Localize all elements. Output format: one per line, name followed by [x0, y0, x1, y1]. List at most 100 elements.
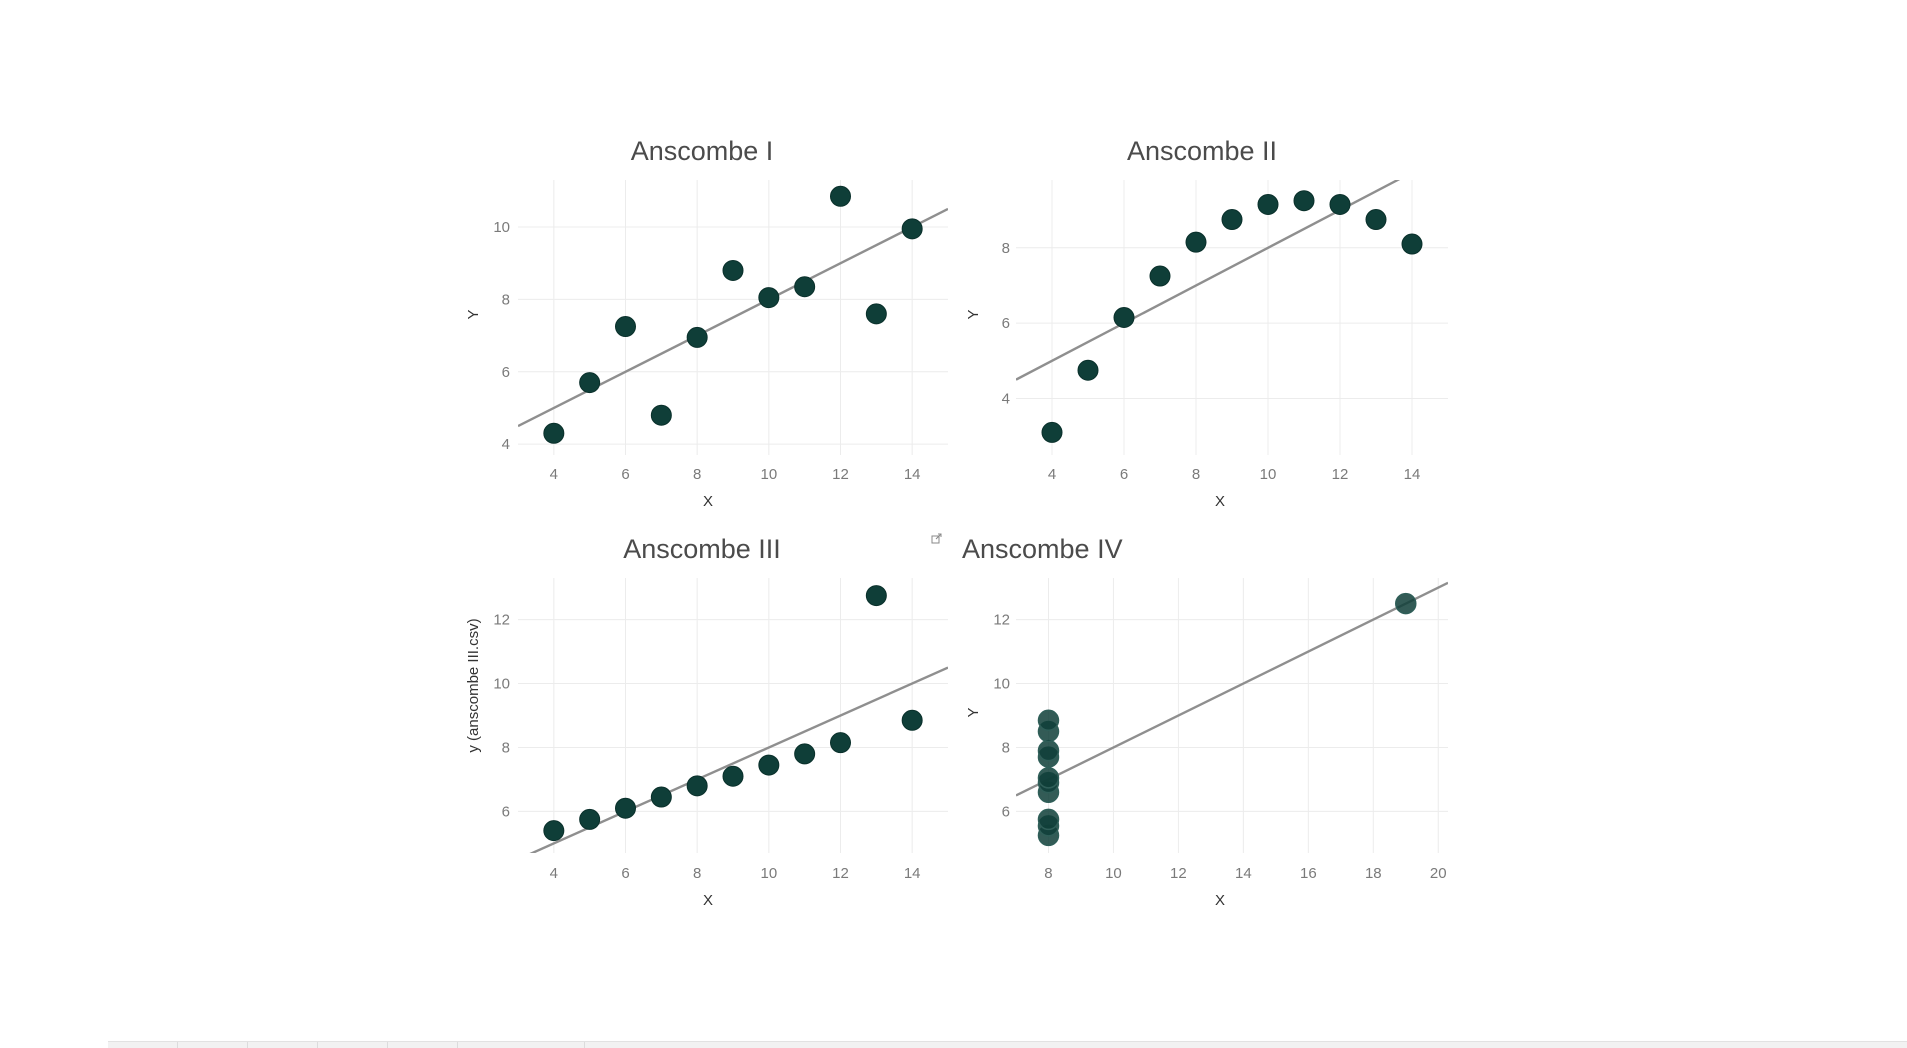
data-point	[579, 808, 601, 830]
x-tick-label: 20	[1430, 865, 1447, 882]
x-tick-label: 8	[1044, 865, 1052, 882]
chart-panel-4: 8 10 12 14 16 18 20 6 8 10 12 X Y Anscombe IV	[962, 534, 1448, 909]
x-tick-label: 4	[550, 466, 558, 483]
data-point	[1037, 767, 1060, 789]
x-tick-label: 10	[760, 865, 777, 882]
chart-panel-1: 4 6 8 10 12 14 4 6 8 10 X Y Anscombe I	[465, 136, 948, 510]
trend-line	[1016, 581, 1448, 797]
y-tick-label: 10	[993, 676, 1010, 693]
trend-line	[529, 666, 948, 853]
x-tick-label: 14	[904, 865, 921, 882]
y-axis-label: Y	[965, 309, 982, 319]
data-point	[615, 316, 636, 338]
y-tick-label: 10	[493, 676, 510, 693]
chart-title: Anscombe III	[623, 534, 781, 564]
y-tick-label: 8	[502, 291, 510, 308]
y-tick-label: 8	[502, 739, 510, 756]
x-axis-label: X	[703, 493, 713, 510]
chart-title: Anscombe IV	[962, 534, 1123, 564]
data-point	[1293, 190, 1315, 212]
x-tick-label: 8	[693, 865, 701, 882]
data-point	[579, 372, 601, 394]
y-tick-label: 10	[493, 219, 510, 236]
x-tick-label: 10	[760, 466, 777, 483]
y-tick-label: 12	[493, 612, 510, 629]
external-link-icon-arrow	[935, 533, 942, 540]
data-point	[1257, 193, 1279, 215]
data-point	[1037, 739, 1060, 762]
external-link-icon[interactable]	[931, 533, 942, 544]
data-point	[650, 404, 672, 426]
data-point	[1395, 592, 1417, 615]
y-tick-label: 12	[993, 612, 1010, 629]
data-point	[1329, 193, 1351, 215]
x-tick-label: 6	[1120, 466, 1128, 483]
data-point	[1077, 359, 1099, 381]
data-point	[1365, 209, 1387, 231]
x-tick-label: 14	[1404, 466, 1421, 483]
data-point	[1185, 231, 1207, 253]
data-point	[615, 797, 636, 819]
data-point	[1041, 421, 1063, 443]
data-point	[1037, 709, 1060, 732]
x-tick-label: 18	[1365, 865, 1382, 882]
data-point	[1221, 209, 1243, 231]
y-tick-label: 8	[1002, 739, 1010, 756]
x-tick-label: 4	[550, 865, 558, 882]
y-axis-label: y (anscombe III.csv)	[465, 618, 482, 752]
x-tick-label: 10	[1260, 466, 1277, 483]
data-point	[543, 422, 565, 444]
x-tick-label: 14	[1235, 865, 1252, 882]
data-point	[830, 185, 851, 207]
chart-title: Anscombe I	[631, 136, 774, 166]
external-link-icon-box	[931, 535, 940, 544]
x-tick-label: 16	[1300, 865, 1317, 882]
data-point	[686, 775, 708, 797]
data-point	[901, 709, 923, 731]
x-tick-label: 6	[621, 466, 629, 483]
data-point	[686, 326, 708, 348]
x-tick-label: 6	[621, 865, 629, 882]
y-tick-label: 6	[1002, 315, 1010, 332]
y-tick-label: 6	[502, 364, 510, 381]
data-point	[794, 743, 816, 765]
data-point	[865, 585, 887, 607]
y-tick-label: 8	[1002, 240, 1010, 257]
x-tick-label: 8	[693, 466, 701, 483]
sheet-tab-bar[interactable]	[108, 1041, 1907, 1048]
y-axis-label: Y	[965, 707, 982, 717]
trend-line	[1016, 180, 1401, 381]
data-point	[794, 276, 816, 298]
x-tick-label: 4	[1048, 466, 1056, 483]
data-point	[1149, 265, 1171, 287]
data-point	[543, 820, 565, 842]
x-tick-label: 14	[904, 466, 921, 483]
y-tick-label: 4	[502, 436, 510, 453]
data-point	[650, 786, 672, 808]
x-tick-label: 12	[832, 466, 849, 483]
x-tick-label: 12	[832, 865, 849, 882]
data-point	[722, 765, 744, 787]
x-tick-label: 10	[1105, 865, 1122, 882]
data-point	[830, 732, 851, 754]
data-point	[758, 287, 780, 309]
data-point	[1037, 808, 1060, 831]
x-axis-label: X	[1215, 493, 1225, 510]
chart-panel-3: 4 6 8 10 12 14 6 8 10 12 Xy (anscombe III.csv) Ansc…	[465, 534, 948, 909]
data-point	[901, 218, 923, 240]
y-tick-label: 6	[1002, 803, 1010, 820]
y-tick-label: 4	[1002, 390, 1010, 407]
data-point	[722, 259, 744, 281]
y-tick-label: 6	[502, 803, 510, 820]
data-point	[758, 754, 780, 776]
x-tick-label: 12	[1332, 466, 1349, 483]
chart-title: Anscombe II	[1127, 136, 1277, 166]
y-axis-label: Y	[465, 309, 482, 319]
data-point	[1401, 233, 1423, 255]
x-axis-label: X	[1215, 892, 1225, 909]
x-tick-label: 12	[1170, 865, 1187, 882]
data-point	[1113, 307, 1135, 328]
data-point	[865, 303, 887, 325]
